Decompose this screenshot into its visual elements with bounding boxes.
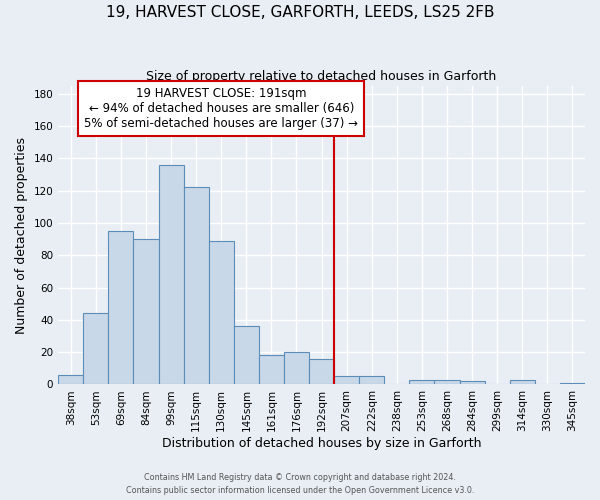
Text: 19 HARVEST CLOSE: 191sqm
← 94% of detached houses are smaller (646)
5% of semi-d: 19 HARVEST CLOSE: 191sqm ← 94% of detach… — [84, 87, 358, 130]
Bar — [83, 314, 109, 384]
X-axis label: Distribution of detached houses by size in Garforth: Distribution of detached houses by size … — [162, 437, 481, 450]
Bar — [158, 164, 184, 384]
Bar — [58, 375, 83, 384]
Bar — [209, 240, 234, 384]
Bar — [184, 188, 209, 384]
Bar — [510, 380, 535, 384]
Bar — [460, 381, 485, 384]
Bar — [259, 356, 284, 384]
Title: Size of property relative to detached houses in Garforth: Size of property relative to detached ho… — [146, 70, 497, 83]
Bar — [434, 380, 460, 384]
Y-axis label: Number of detached properties: Number of detached properties — [15, 136, 28, 334]
Bar — [359, 376, 385, 384]
Bar — [560, 383, 585, 384]
Text: Contains HM Land Registry data © Crown copyright and database right 2024.
Contai: Contains HM Land Registry data © Crown c… — [126, 474, 474, 495]
Text: 19, HARVEST CLOSE, GARFORTH, LEEDS, LS25 2FB: 19, HARVEST CLOSE, GARFORTH, LEEDS, LS25… — [106, 5, 494, 20]
Bar — [234, 326, 259, 384]
Bar — [334, 376, 359, 384]
Bar — [409, 380, 434, 384]
Bar — [133, 239, 158, 384]
Bar — [309, 358, 334, 384]
Bar — [109, 231, 133, 384]
Bar — [284, 352, 309, 384]
